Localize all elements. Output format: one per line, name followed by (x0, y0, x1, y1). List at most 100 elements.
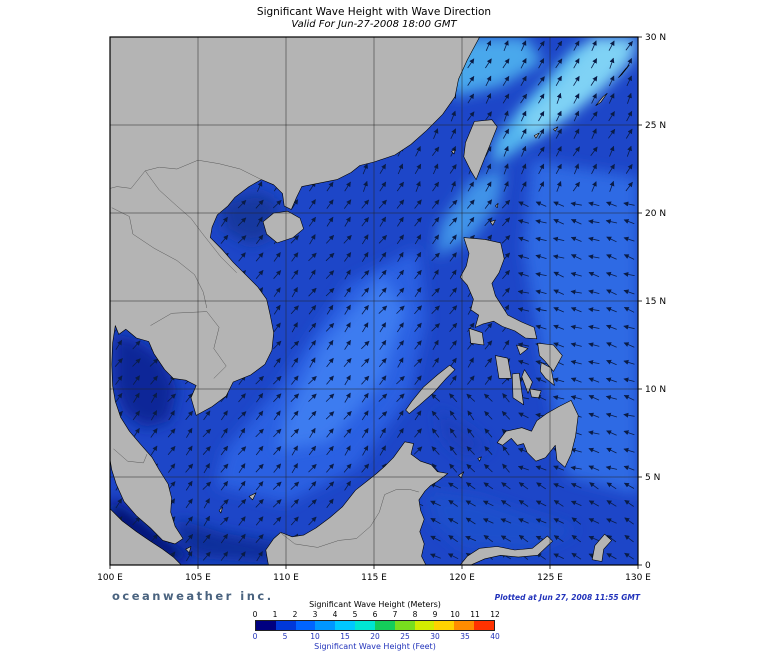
colorbar-segment (355, 621, 375, 630)
wave-arrow (361, 340, 370, 350)
wave-arrow (431, 463, 440, 473)
wave-arrow (132, 358, 141, 367)
wave-arrow (590, 58, 598, 69)
wave-arrow (238, 516, 246, 526)
wave-arrow (431, 146, 440, 157)
wave-arrow (273, 322, 281, 333)
wave-arrow (344, 304, 351, 315)
wave-arrow (290, 516, 299, 526)
wave-arrow (502, 287, 510, 297)
lon-tick-label: 130 E (625, 573, 651, 583)
wave-arrow (414, 322, 422, 332)
wave-arrow (413, 446, 423, 455)
wave-arrow (361, 234, 369, 245)
land-riau (185, 546, 192, 554)
wave-arrow (272, 499, 282, 508)
wave-arrow (606, 430, 617, 436)
legend-meters-title: Significant Wave Height (Meters) (309, 600, 441, 609)
wave-arrow (623, 377, 635, 383)
wave-arrow (273, 357, 281, 368)
country-border (111, 207, 208, 309)
wave-arrow (521, 145, 527, 157)
wave-arrow (431, 252, 440, 262)
land-mindanao (496, 400, 579, 468)
wave-arrow (432, 339, 439, 350)
country-border (150, 311, 207, 326)
wave-arrow (256, 216, 263, 227)
wave-arrow (273, 287, 281, 297)
wave-arrow (517, 254, 530, 260)
wave-arrow (517, 307, 530, 312)
wave-arrow (623, 430, 635, 436)
meters-tick-label: 11 (470, 610, 480, 619)
wave-arrow (485, 58, 492, 69)
wave-arrow (623, 201, 635, 207)
meters-tick-label: 2 (292, 610, 298, 619)
wave-arrow (290, 481, 300, 490)
wave-arrow (482, 500, 494, 507)
feet-tick-label: 30 (430, 632, 440, 641)
wave-arrow (325, 270, 335, 279)
wave-arrow (379, 322, 387, 333)
wave-arrow (308, 393, 317, 402)
wave-arrow (396, 181, 404, 192)
wave-arrow (556, 181, 562, 192)
wave-arrow (414, 340, 422, 350)
feet-tick-label: 0 (252, 632, 258, 641)
sea-wave-region (521, 37, 638, 140)
wave-arrow (449, 375, 457, 385)
wave-arrow (518, 482, 529, 490)
wave-arrow (500, 500, 511, 507)
land-mindoro (468, 327, 485, 346)
wave-arrow (570, 500, 582, 506)
wave-arrow (309, 357, 316, 368)
wave-arrow (503, 145, 509, 157)
map-subtitle: Valid For Jun-27-2008 18:00 GMT (291, 19, 457, 31)
wave-arrow (555, 128, 562, 139)
wave-arrow (553, 465, 565, 471)
wave-arrow (361, 251, 369, 262)
wave-arrow (238, 533, 246, 544)
wave-arrow (167, 393, 176, 402)
wave-arrow (517, 219, 530, 224)
wave-arrow (449, 357, 457, 368)
wave-arrow (606, 553, 617, 560)
wave-arrow (570, 236, 582, 242)
wave-arrow (520, 93, 528, 104)
wave-arrow (220, 499, 229, 508)
wave-arrow (344, 445, 351, 456)
wave-arrow (483, 534, 494, 543)
wave-arrow (625, 41, 633, 51)
wave-arrow (273, 463, 282, 473)
wave-arrow (588, 201, 600, 207)
sea-wave-region (277, 274, 406, 451)
wave-arrow (573, 75, 580, 86)
wave-arrow (553, 271, 564, 278)
meters-tick-label: 1 (272, 610, 278, 619)
land-natuna (248, 492, 257, 501)
wave-arrow (149, 358, 159, 367)
meters-tick-label: 3 (312, 610, 318, 619)
wave-arrow (484, 375, 493, 385)
country-border (144, 170, 237, 273)
wave-arrow (450, 180, 456, 192)
wave-arrow (535, 254, 547, 260)
wave-arrow (344, 339, 351, 350)
wave-arrow (450, 110, 456, 122)
wave-arrow (361, 217, 369, 227)
wave-arrow (588, 447, 600, 454)
wave-arrow (449, 305, 458, 315)
wave-arrow (308, 516, 317, 526)
wave-arrow (255, 445, 264, 456)
wave-arrow (570, 289, 582, 295)
land-luzon (459, 237, 538, 340)
wave-arrow (379, 181, 387, 192)
wave-arrow (465, 482, 476, 490)
wave-arrow (537, 76, 545, 86)
meters-tick-label: 10 (450, 610, 460, 619)
feet-tick-label: 15 (340, 632, 350, 641)
wave-arrow (308, 216, 316, 227)
wave-arrow (378, 358, 387, 368)
wave-arrow (588, 518, 600, 524)
wave-arrow (378, 393, 388, 402)
